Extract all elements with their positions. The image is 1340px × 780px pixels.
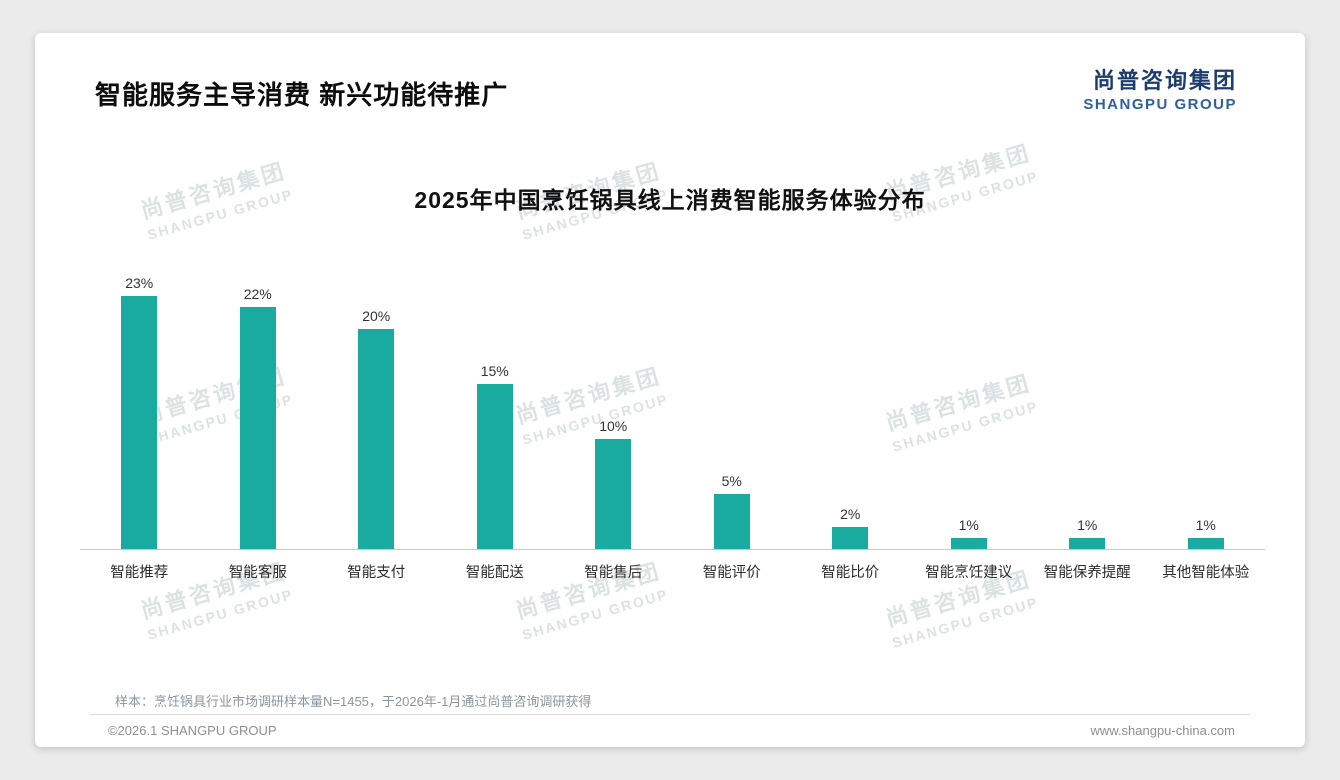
bar-value-label: 1% [1195, 517, 1216, 533]
bar-column: 1% [1147, 517, 1266, 549]
category-label: 智能保养提醒 [1043, 565, 1131, 581]
logo: 尚普咨询集团 SHANGPU GROUP [1083, 63, 1237, 113]
category-label: 智能客服 [228, 565, 287, 581]
bar [1069, 538, 1106, 549]
bar-value-label: 5% [721, 473, 742, 489]
copyright-text: ©2026.1 SHANGPU GROUP [108, 723, 277, 738]
bar [121, 296, 158, 549]
slide-card: 尚普咨询集团 SHANGPU GROUP 尚普咨询集团 SHANGPU GROUP 尚普… [35, 33, 1305, 747]
bar-value-label: 23% [125, 275, 154, 291]
bar-column: 23% [80, 275, 199, 549]
footer-row: ©2026.1 SHANGPU GROUP www.shangpu-china.… [108, 723, 1235, 738]
bar-column: 1% [1028, 517, 1147, 549]
page-title: 智能服务主导消费 新兴功能待推广 [95, 80, 509, 110]
bar-value-label: 20% [362, 308, 391, 324]
bar-column: 10% [554, 418, 673, 549]
bar [832, 527, 869, 549]
logo-chinese-text: 尚普咨询集团 [1092, 68, 1237, 93]
category-axis: 智能推荐 智能客服 智能支付 智能配送 智能售后 智能评价 智能比价 智能烹饪建议 智能保养提醒… [80, 561, 1265, 582]
bar-column: 20% [317, 308, 436, 549]
category-label: 智能评价 [702, 565, 761, 581]
website-text: www.shangpu-china.com [1090, 723, 1235, 738]
bar-column: 15% [436, 363, 555, 549]
bar-value-label: 1% [958, 517, 979, 533]
bar [713, 494, 750, 549]
bar [1187, 538, 1224, 549]
bar-column: 1% [910, 517, 1029, 549]
bar [476, 384, 513, 549]
bar [950, 538, 987, 549]
watermark-english-text: SHANGPU GROUP [520, 585, 671, 643]
category-label: 智能售后 [584, 565, 643, 581]
chart-title: 2025年中国烹饪锅具线上消费智能服务体验分布 [414, 187, 926, 213]
bar-value-label: 2% [840, 506, 861, 522]
footer-divider [90, 714, 1250, 715]
bar-value-label: 10% [599, 418, 628, 434]
bar-column: 22% [199, 286, 318, 549]
category-label: 其他智能体验 [1162, 565, 1250, 581]
bar-value-label: 15% [480, 363, 509, 379]
sample-note: 样本：烹饪锅具行业市场调研样本量N=1455，于2026年-1月通过尚普咨询调研… [115, 694, 592, 709]
bar [239, 307, 276, 549]
bar [595, 439, 632, 549]
bar-column: 5% [673, 473, 792, 549]
bar-chart: 23% 22% 20% 15% 10% 5% 2% 1% 1% 1% [80, 260, 1265, 550]
watermark-english-text: SHANGPU GROUP [890, 593, 1041, 651]
category-label: 智能比价 [821, 565, 880, 581]
logo-english-text: SHANGPU GROUP [1083, 96, 1237, 113]
bar [358, 329, 395, 549]
category-label: 智能配送 [465, 565, 524, 581]
bar-value-label: 1% [1077, 517, 1098, 533]
watermark-english-text: SHANGPU GROUP [145, 585, 296, 643]
category-label: 智能烹饪建议 [925, 565, 1013, 581]
category-label: 智能支付 [347, 565, 406, 581]
category-label: 智能推荐 [110, 565, 169, 581]
bar-column: 2% [791, 506, 910, 549]
bar-value-label: 22% [243, 286, 272, 302]
